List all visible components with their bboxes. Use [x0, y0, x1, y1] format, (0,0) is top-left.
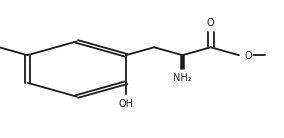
Text: OH: OH	[118, 99, 133, 109]
Text: O: O	[244, 51, 252, 61]
Text: NH₂: NH₂	[173, 73, 192, 83]
Text: O: O	[207, 18, 214, 28]
